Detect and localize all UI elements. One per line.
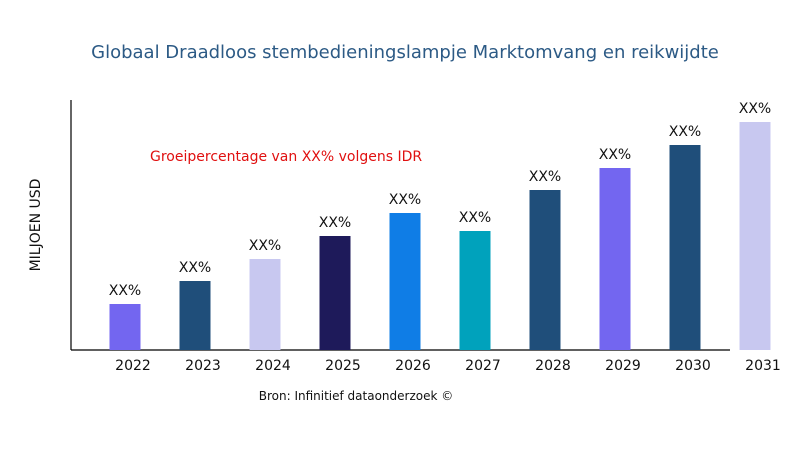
growth-annotation: Groeipercentage van XX% volgens IDR — [150, 149, 422, 165]
x-tick-label-2025: 2025 — [325, 358, 361, 374]
bar-2023 — [179, 281, 211, 350]
x-tick-label-2029: 2029 — [605, 358, 641, 374]
x-tick-label-2023: 2023 — [185, 358, 221, 374]
x-tick-label-2027: 2027 — [465, 358, 501, 374]
x-tick-label-2022: 2022 — [115, 358, 151, 374]
source-note: Bron: Infinitief dataonderzoek © — [259, 389, 454, 403]
data-label-2029: XX% — [599, 147, 631, 163]
x-tick-label-2026: 2026 — [395, 358, 431, 374]
data-label-2031: XX% — [739, 101, 771, 117]
data-label-2028: XX% — [529, 169, 561, 185]
bar-2031 — [739, 122, 771, 350]
data-label-2024: XX% — [249, 238, 281, 254]
bar-2022 — [109, 304, 141, 350]
bar-2025 — [319, 236, 351, 350]
data-label-2026: XX% — [389, 192, 421, 208]
x-tick-label-2031: 2031 — [745, 358, 781, 374]
data-label-2025: XX% — [319, 215, 351, 231]
bar-2024 — [249, 259, 281, 350]
bar-2027 — [459, 231, 491, 350]
bar-2026 — [389, 213, 421, 350]
bar-2029 — [599, 168, 631, 350]
x-tick-label-2028: 2028 — [535, 358, 571, 374]
data-label-2023: XX% — [179, 260, 211, 276]
bar-2030 — [669, 145, 701, 350]
data-label-2022: XX% — [109, 283, 141, 299]
bar-2028 — [529, 190, 561, 350]
y-axis-label: MILJOEN USD — [28, 179, 44, 272]
chart-title: Globaal Draadloos stembedieningslampje M… — [91, 42, 719, 63]
data-label-2027: XX% — [459, 210, 491, 226]
data-label-2030: XX% — [669, 124, 701, 140]
x-tick-label-2030: 2030 — [675, 358, 711, 374]
x-tick-label-2024: 2024 — [255, 358, 291, 374]
